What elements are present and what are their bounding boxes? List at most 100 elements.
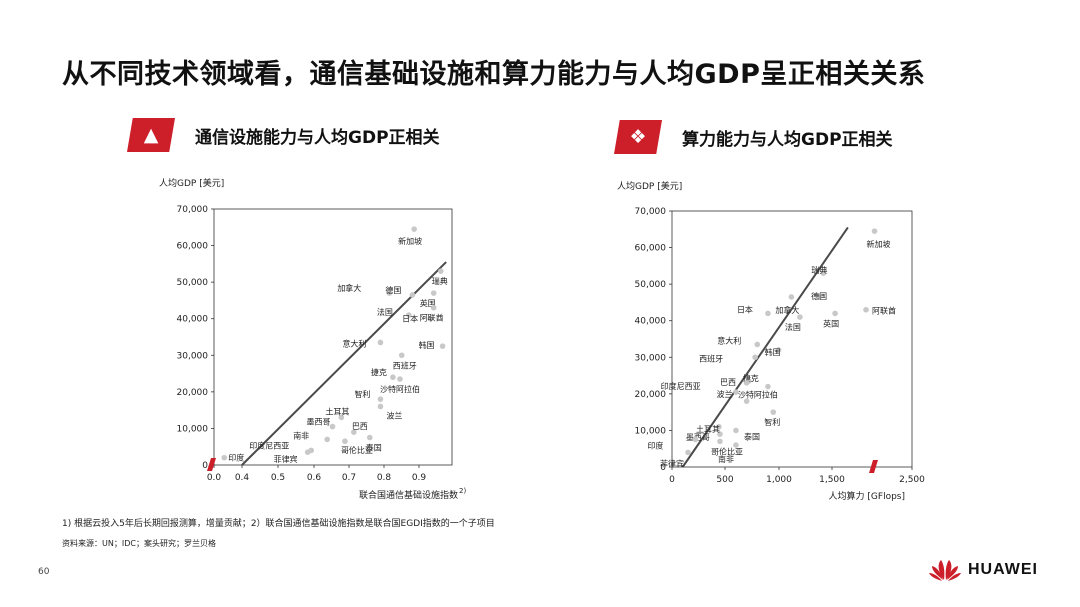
y-tick-label: 70,000	[635, 207, 667, 217]
huawei-logo: HUAWEI	[928, 558, 1038, 582]
data-point	[377, 339, 384, 346]
data-point-label: 法国	[377, 307, 393, 317]
data-point-label: 巴西	[720, 378, 736, 387]
axis-break-marker	[869, 460, 878, 473]
plot-frame	[213, 208, 453, 466]
axis-break-marker	[207, 458, 216, 471]
data-point	[367, 434, 373, 441]
y-tick-label: 50,000	[635, 280, 667, 290]
data-point	[430, 290, 437, 296]
y-tick-label: 40,000	[635, 317, 667, 327]
y-tick-label: 20,000	[635, 390, 667, 400]
data-point	[221, 454, 228, 461]
x-tick-label: 0.4	[235, 473, 250, 483]
y-tick-label: 50,000	[177, 278, 209, 288]
x-tick-label: 1,000	[766, 475, 792, 485]
data-point-label: 墨西哥	[307, 418, 331, 427]
data-point-label: 阿联酋	[420, 313, 444, 323]
data-point-label: 日本	[402, 314, 418, 324]
data-point-label: 阿联酋	[872, 306, 896, 316]
data-point	[871, 228, 878, 234]
x-tick-label: 0	[669, 475, 675, 485]
data-point-label: 菲律宾	[660, 458, 684, 468]
panel-title-telecom: 通信设施能力与人均GDP正相关	[195, 127, 440, 148]
data-point-label: 英国	[823, 318, 839, 328]
page-number: 60	[38, 567, 50, 577]
data-point-label: 土耳其	[696, 424, 720, 434]
data-point	[765, 310, 771, 317]
data-point-label: 韩国	[765, 347, 781, 357]
data-point-label: 印度尼西亚	[661, 381, 701, 391]
data-point	[411, 226, 417, 232]
data-point-label: 法国	[785, 322, 801, 332]
data-point-label: 沙特阿拉伯	[380, 384, 420, 394]
data-point	[863, 306, 869, 313]
y-tick-label: 10,000	[635, 426, 667, 436]
data-point-label: 加拿大	[337, 283, 361, 293]
data-point	[716, 423, 722, 430]
x-tick-label: 0.7	[342, 473, 356, 483]
data-point	[386, 290, 393, 296]
y-tick-label: 0	[660, 463, 666, 473]
data-point	[816, 294, 822, 300]
trend-line	[681, 226, 849, 468]
x-tick-label: 0.0	[207, 473, 222, 483]
data-point	[733, 427, 739, 434]
y-tick-label: 10,000	[177, 424, 209, 434]
data-point	[338, 414, 345, 421]
data-point	[775, 347, 782, 353]
data-point	[351, 429, 357, 435]
data-point-label: 韩国	[419, 340, 435, 350]
data-point	[754, 341, 761, 348]
data-point	[832, 310, 838, 317]
data-point	[398, 352, 405, 359]
data-point-label: 泰国	[744, 431, 760, 441]
data-point	[797, 314, 803, 320]
data-point	[427, 315, 433, 322]
data-point	[406, 312, 412, 318]
data-point-label: 土耳其	[325, 406, 349, 416]
data-point-label: 沙特阿拉伯	[738, 390, 778, 400]
telecom-tower-icon: ▲	[127, 118, 175, 152]
data-point	[692, 436, 699, 443]
y-axis-label: 人均GDP [美元]	[159, 177, 224, 189]
data-point	[820, 270, 827, 276]
source-note: 资料来源：UN；IDC；案头研究；罗兰贝格	[62, 539, 216, 548]
computing-atom-icon: ❖	[614, 120, 662, 154]
data-point-label: 新加坡	[867, 239, 891, 249]
data-point	[788, 294, 795, 300]
x-tick-label: 0.6	[307, 473, 322, 483]
data-point-label: 加拿大	[775, 305, 799, 315]
data-point-label: 瑞典	[811, 265, 827, 275]
data-point-label: 哥伦比亚	[341, 445, 373, 455]
data-point-label: 捷克	[371, 367, 387, 377]
x-axis-label: 联合国通信基础设施指数	[359, 489, 458, 501]
y-tick-label: 20,000	[177, 388, 209, 398]
data-point	[743, 398, 750, 404]
data-point-label: 南非	[293, 430, 309, 440]
data-point-label: 南非	[718, 454, 734, 464]
data-point	[342, 438, 348, 445]
data-point	[409, 292, 416, 298]
data-point	[770, 409, 777, 415]
data-point	[304, 449, 311, 456]
data-point-label: 新加坡	[398, 236, 422, 246]
data-point-label: 印度	[647, 441, 663, 451]
y-tick-label: 40,000	[177, 315, 209, 325]
y-tick-label: 60,000	[635, 244, 667, 254]
data-point-label: 日本	[737, 304, 753, 314]
data-point-label: 智利	[764, 417, 780, 427]
x-tick-label: 2,500	[899, 475, 925, 485]
data-point	[685, 449, 691, 456]
x-axis-label-superscript: 2)	[459, 487, 466, 495]
data-point	[438, 268, 444, 274]
footnote: 1) 根据云投入5年后长期回报测算，增量贡献；2）联合国通信基础设施指数是联合国…	[62, 519, 495, 529]
data-point-label: 墨西哥	[686, 433, 710, 442]
data-point-label: 西班牙	[393, 360, 417, 370]
data-point-label: 西班牙	[699, 353, 723, 363]
huawei-petal-icon	[929, 560, 961, 581]
data-point	[397, 376, 403, 382]
x-tick-label: 0.8	[377, 473, 392, 483]
